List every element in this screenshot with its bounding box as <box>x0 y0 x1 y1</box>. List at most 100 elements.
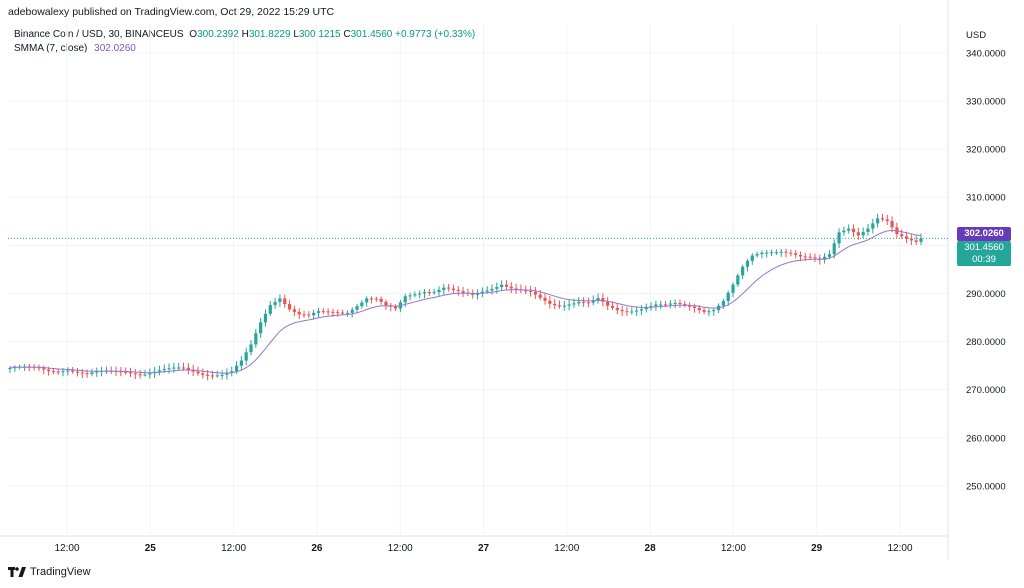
candle <box>215 375 219 377</box>
candle <box>851 228 856 233</box>
candle <box>302 314 306 316</box>
candle <box>577 301 581 304</box>
smma-price-tag: 302.0260 <box>957 227 1011 241</box>
candle <box>37 367 41 369</box>
candle <box>635 310 639 312</box>
candle <box>297 311 301 315</box>
candle <box>822 256 827 260</box>
candle <box>403 296 407 303</box>
candle <box>750 255 754 261</box>
candle <box>133 373 137 375</box>
candle <box>914 240 918 242</box>
publish-attribution: adebowalexy published on TradingView.com… <box>8 6 335 18</box>
candle <box>808 256 812 258</box>
candle <box>95 371 99 373</box>
candle <box>639 309 644 311</box>
candle <box>726 292 730 302</box>
candle <box>447 287 451 289</box>
candle <box>413 294 417 296</box>
candle <box>56 371 60 373</box>
footer-brand[interactable]: TradingView <box>8 566 91 578</box>
candle <box>312 312 316 316</box>
candle <box>538 294 542 298</box>
candle <box>244 352 248 361</box>
candle <box>803 256 807 258</box>
candle <box>186 367 190 370</box>
candle <box>794 253 798 255</box>
candle <box>847 228 851 231</box>
candle <box>678 302 682 304</box>
candle <box>514 288 518 290</box>
candle <box>90 372 94 374</box>
candle <box>456 289 460 292</box>
candle <box>581 301 586 303</box>
candle <box>321 311 325 313</box>
change-value: +0.9773 (+0.33%) <box>395 29 476 40</box>
x-tick-label: 27 <box>478 543 490 554</box>
candle <box>220 374 224 376</box>
footer-brand-name: TradingView <box>30 566 91 578</box>
candle <box>177 367 181 369</box>
candle <box>596 298 600 301</box>
candle <box>697 308 701 311</box>
x-tick-label: 12:00 <box>221 543 246 554</box>
candle <box>162 369 166 371</box>
candle <box>138 374 142 376</box>
candle <box>557 305 562 307</box>
candle <box>326 311 330 313</box>
candle <box>683 303 687 306</box>
x-tick-label: 12:00 <box>54 543 79 554</box>
candle <box>408 295 412 297</box>
candle <box>904 236 909 239</box>
candle <box>856 232 860 236</box>
candle <box>172 367 176 369</box>
candle <box>331 311 335 313</box>
indicator-row[interactable]: SMMA (7, close) 302.0260 <box>14 42 475 56</box>
candle <box>620 310 624 312</box>
candle <box>736 275 740 285</box>
candle <box>259 322 263 334</box>
candle <box>374 298 378 300</box>
symbol-name[interactable]: Binance Coin / USD, 30, BINANCEUS <box>14 29 184 40</box>
candle <box>365 298 369 303</box>
y-tick-label: 320.0000 <box>966 145 1006 156</box>
candle <box>586 302 591 304</box>
candle <box>42 368 46 370</box>
candle <box>234 365 239 372</box>
candle <box>765 252 769 254</box>
candle <box>196 371 200 374</box>
candle <box>475 293 480 295</box>
candle <box>779 251 783 253</box>
candle <box>379 298 383 302</box>
candle <box>755 254 759 256</box>
candle <box>866 228 870 233</box>
candle <box>480 291 484 294</box>
y-tick-label: 280.0000 <box>966 337 1006 348</box>
candle <box>268 305 272 314</box>
last-price-tag: 301.4560 00:39 <box>957 241 1011 266</box>
candle <box>369 298 374 300</box>
candle <box>861 232 865 236</box>
indicator-value: 302.0260 <box>94 43 136 54</box>
x-tick-label: 28 <box>645 543 657 554</box>
tradingview-logo-icon <box>8 567 26 577</box>
candle <box>813 257 817 259</box>
candle <box>471 293 475 295</box>
x-tick-label: 12:00 <box>554 543 579 554</box>
candle <box>437 289 441 293</box>
candle <box>688 305 692 307</box>
candle <box>13 367 17 369</box>
candle <box>292 309 296 312</box>
candle <box>124 371 128 373</box>
candle <box>384 301 388 306</box>
candle <box>148 373 152 375</box>
candle <box>254 333 258 345</box>
candle <box>287 304 292 310</box>
candle <box>885 219 889 222</box>
candle <box>500 284 504 288</box>
candle <box>745 260 750 267</box>
candle <box>201 373 205 375</box>
x-tick-label: 26 <box>311 543 323 554</box>
candle <box>673 302 677 304</box>
